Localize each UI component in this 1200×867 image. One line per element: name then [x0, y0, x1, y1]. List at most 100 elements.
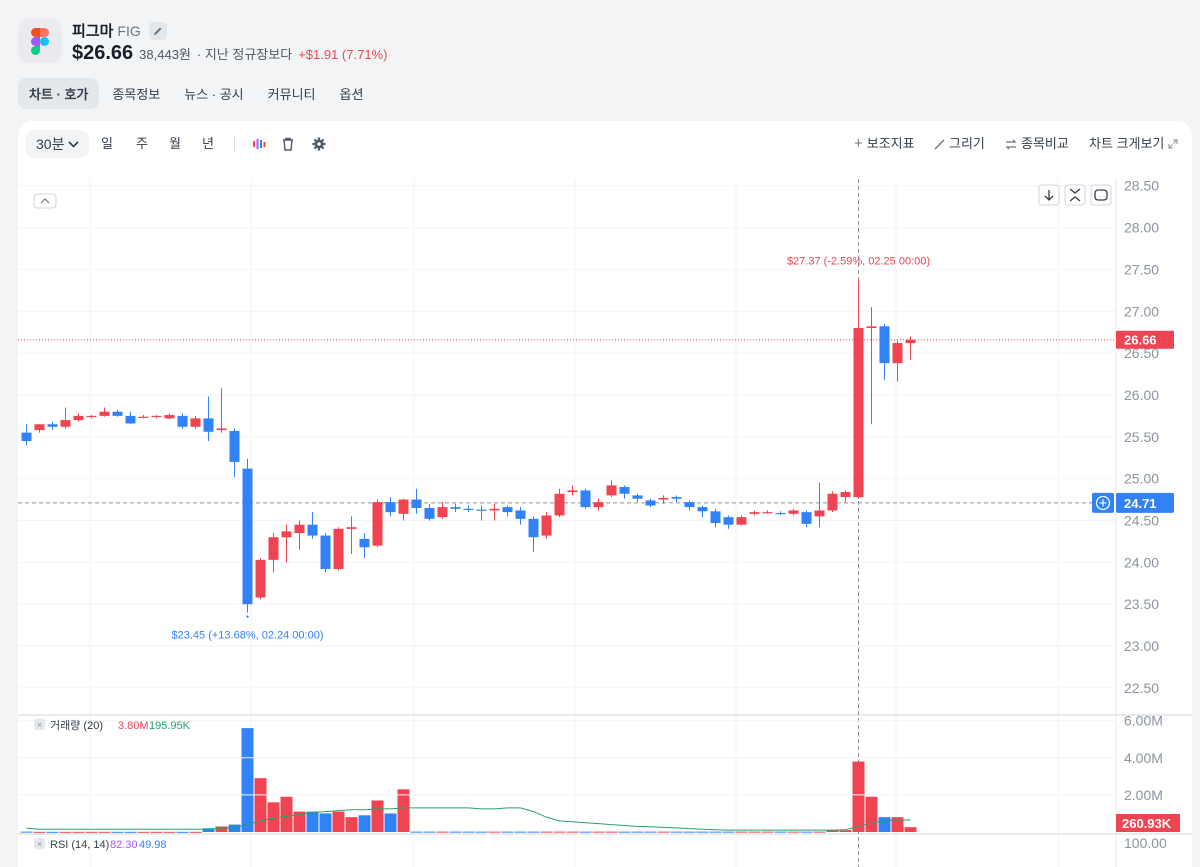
scroll-to-latest-button[interactable] — [1038, 184, 1060, 206]
low-annotation: $23.45 (+13.68%, 02.24 00:00) — [172, 630, 324, 642]
volume-bar — [137, 831, 150, 833]
volume-bar — [254, 778, 267, 832]
volume-bar — [670, 831, 683, 833]
volume-bar — [488, 831, 501, 833]
reset-chart-button[interactable] — [1090, 184, 1112, 206]
rsi-legend-value1: 82.30 — [110, 839, 138, 851]
volume-bar — [683, 831, 696, 833]
candle-body — [333, 528, 344, 570]
indicators-button[interactable]: + 보조지표 — [854, 130, 915, 158]
candle-body — [268, 537, 279, 560]
candle-body — [814, 510, 825, 517]
volume-bar — [800, 831, 813, 833]
candle-body — [359, 538, 370, 548]
candle-body — [554, 493, 565, 516]
volume-bar — [150, 831, 163, 833]
volume-bar — [904, 827, 917, 832]
candle-body — [671, 497, 682, 499]
tab-info[interactable]: 종목정보 — [112, 87, 161, 102]
current-price-badge-text: 26.66 — [1124, 333, 1157, 348]
low-marker — [246, 615, 249, 618]
candle-body — [437, 507, 448, 518]
volume-bar — [774, 831, 787, 833]
volume-bar — [384, 813, 397, 832]
candle-body — [489, 508, 500, 511]
expand-chart-button[interactable]: 차트 크게보기 — [1089, 130, 1178, 158]
plus-icon: + — [854, 135, 863, 152]
candle-body — [827, 493, 838, 511]
stock-ticker: FIG — [117, 22, 141, 39]
interval-select[interactable]: 30분 — [26, 130, 90, 158]
volume-bar — [33, 831, 46, 833]
period-month[interactable]: 월 — [169, 136, 181, 151]
volume-bar — [748, 831, 761, 833]
rsi-axis-label: 100.00 — [1124, 835, 1167, 851]
price-chart[interactable]: 28.50 28.00 27.50 27.00 26.50 26.00 25.50 25.00… — [18, 121, 1192, 867]
collapse-button[interactable] — [33, 193, 57, 209]
volume-bar — [20, 831, 33, 833]
compress-icon — [1069, 188, 1081, 202]
candle-body — [151, 415, 162, 418]
price-tick-label: 22.50 — [1124, 680, 1159, 696]
candle-body — [281, 531, 292, 538]
period-day[interactable]: 일 — [101, 136, 113, 151]
stock-name-text: 피그마 — [72, 23, 114, 40]
volume-bar — [228, 824, 241, 832]
candle-body — [645, 500, 656, 506]
pencil-icon[interactable] — [148, 21, 167, 40]
volume-bar — [696, 831, 709, 833]
candle-body — [853, 328, 864, 498]
tab-chart[interactable]: 차트 · 호가 — [18, 78, 100, 109]
volume-bar — [436, 831, 449, 833]
fit-chart-button[interactable] — [1064, 184, 1086, 206]
figma-logo-icon — [18, 19, 62, 63]
price-tick-label: 23.50 — [1124, 596, 1159, 612]
candles — [21, 280, 916, 618]
volume-bar — [72, 831, 85, 833]
tab-options[interactable]: 옵션 — [339, 87, 364, 102]
interval-label: 30분 — [36, 136, 65, 152]
tab-community[interactable]: 커뮤니티 — [267, 87, 316, 102]
candle-body — [21, 432, 32, 441]
volume-bar — [59, 831, 72, 833]
tab-news[interactable]: 뉴스 · 공시 — [184, 87, 244, 102]
high-annotation: $27.37 (-2.59%, 02.25 00:00) — [787, 255, 930, 267]
volume-bar — [514, 831, 527, 833]
compare-button[interactable]: 종목비교 — [1005, 130, 1069, 158]
volume-bar — [852, 761, 865, 832]
price-krw: 38,443원 — [139, 47, 191, 62]
volume-bar — [501, 831, 514, 833]
period-week[interactable]: 주 — [136, 136, 148, 151]
change-label: · 지난 정규장보다 — [196, 47, 293, 62]
volume-bar — [566, 831, 579, 833]
volume-bar — [644, 831, 657, 833]
volume-bar — [280, 796, 293, 832]
candle-body — [229, 430, 240, 462]
stock-name: 피그마 FIG — [72, 20, 167, 41]
add-alert-icon[interactable] — [1092, 492, 1114, 513]
trash-icon[interactable] — [282, 137, 294, 151]
svg-text:×: × — [37, 839, 42, 849]
chevron-up-icon — [40, 198, 50, 204]
candle-body — [164, 415, 175, 419]
volume-tick-label: 2.00M — [1124, 787, 1163, 803]
candle-body — [502, 507, 513, 513]
candle-body — [242, 468, 253, 605]
volume-bar — [410, 831, 423, 833]
volume-bar — [397, 789, 410, 832]
rsi-legend-close-icon — [34, 838, 45, 849]
draw-button[interactable]: 그리기 — [934, 130, 985, 158]
period-year[interactable]: 년 — [202, 136, 214, 151]
volume-bar — [267, 802, 280, 832]
candle-body — [138, 416, 149, 418]
candle-style-icon[interactable] — [252, 137, 266, 151]
volume-bar — [293, 811, 306, 832]
gear-icon[interactable] — [312, 137, 326, 151]
volume-bar — [787, 831, 800, 833]
price-tick-label: 23.00 — [1124, 638, 1159, 654]
crosshair-price-badge-text: 24.71 — [1124, 496, 1157, 511]
volume-bar — [761, 831, 774, 833]
rsi-legend-value2: 49.98 — [139, 839, 167, 851]
volume-legend-label: 거래량 (20) — [50, 719, 103, 732]
volume-bar — [878, 817, 891, 832]
